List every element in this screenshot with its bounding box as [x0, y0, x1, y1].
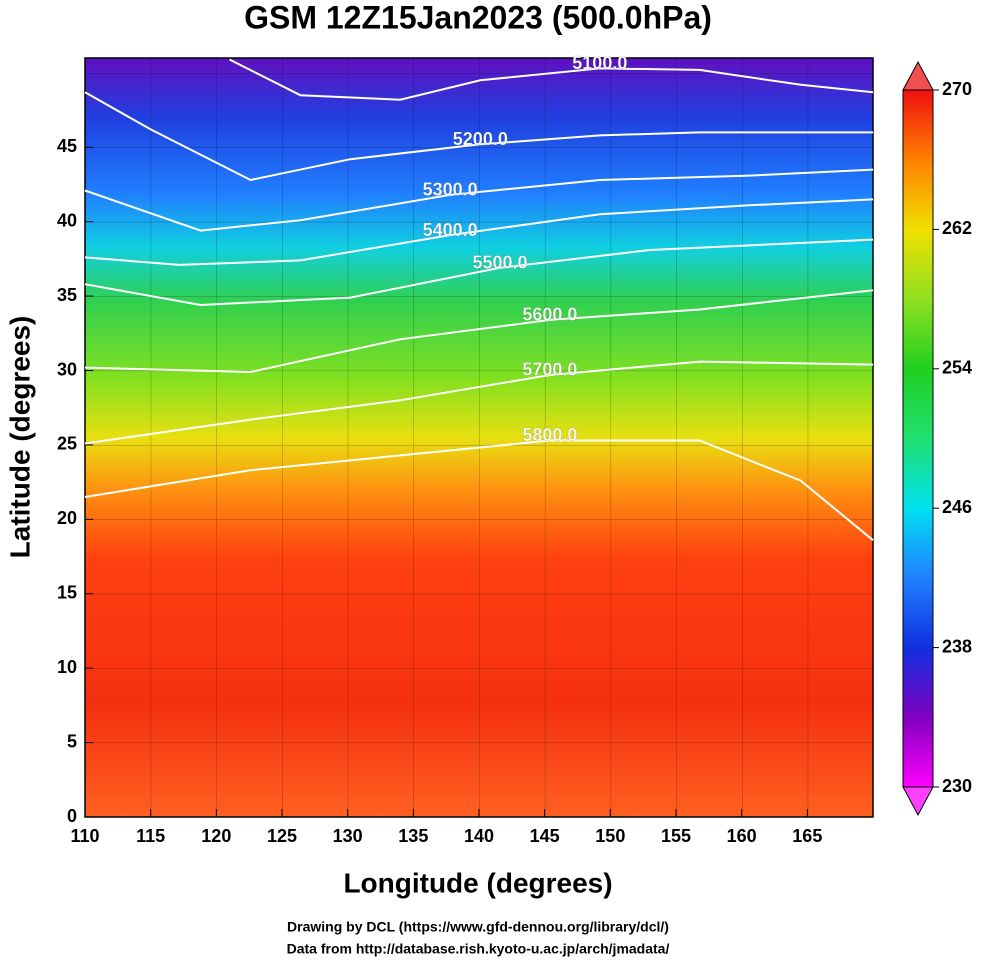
contour-line [84, 168, 874, 232]
contour-line [84, 198, 874, 266]
y-tick-label: 5 [67, 731, 77, 751]
x-tick-label: 155 [661, 826, 691, 846]
y-tick-label: 20 [57, 508, 77, 528]
x-tick-label: 110 [70, 826, 99, 846]
y-tick-label: 10 [57, 657, 77, 677]
x-tick-label: 140 [464, 826, 494, 846]
y-tick-label: 40 [57, 210, 77, 230]
contour-label: 5600.0 [522, 305, 577, 325]
plot-area [84, 57, 874, 818]
contour-label: 5700.0 [522, 360, 577, 380]
footer-line: Drawing by DCL (https://www.gfd-dennou.o… [287, 919, 669, 935]
colorbar-tick-label: 246 [942, 497, 972, 517]
colorbar-tick-label: 254 [942, 358, 972, 378]
y-tick-label: 45 [57, 136, 77, 156]
contour-line [84, 360, 874, 445]
x-tick-label: 135 [398, 826, 428, 846]
y-tick-label: 15 [57, 583, 77, 603]
y-tick-label: 25 [57, 434, 77, 454]
x-tick-label: 125 [267, 826, 297, 846]
contour-line [229, 58, 874, 101]
y-tick-label: 35 [57, 285, 77, 305]
graticule [85, 58, 873, 817]
contour-label: 5800.0 [522, 425, 577, 445]
footer-line: Data from http://database.rish.kyoto-u.a… [287, 941, 670, 957]
contour-line [84, 289, 874, 374]
contour-label: 5300.0 [423, 180, 478, 200]
contour-label: 5200.0 [453, 129, 508, 149]
colorbar-tick-label: 238 [942, 636, 972, 656]
x-tick-label: 150 [595, 826, 625, 846]
x-tick-label: 115 [136, 826, 165, 846]
contour-label: 5400.0 [423, 220, 478, 240]
colorbar [902, 89, 934, 788]
colorbar-tick-label: 262 [942, 218, 972, 238]
x-tick-label: 130 [333, 826, 363, 846]
y-axis-label: Latitude (degrees) [4, 316, 35, 559]
colorbar-extend-min [902, 786, 934, 817]
x-tick-label: 165 [792, 826, 822, 846]
chart-title: GSM 12Z15Jan2023 (500.0hPa) [244, 0, 712, 35]
x-axis-label: Longitude (degrees) [343, 867, 612, 898]
colorbar-extend-max [902, 60, 934, 91]
colorbar-tick-label: 270 [942, 79, 972, 99]
contour-label: 5500.0 [472, 253, 527, 273]
x-tick-label: 120 [201, 826, 231, 846]
y-tick-label: 30 [57, 359, 77, 379]
y-tick-label: 0 [67, 806, 77, 826]
colorbar-tick-label: 230 [942, 776, 972, 796]
contour-line [84, 238, 874, 307]
contour-line [84, 439, 874, 541]
contour-label: 5100.0 [572, 53, 627, 73]
x-tick-label: 145 [530, 826, 560, 846]
contour-line [84, 91, 873, 182]
x-tick-label: 160 [727, 826, 757, 846]
